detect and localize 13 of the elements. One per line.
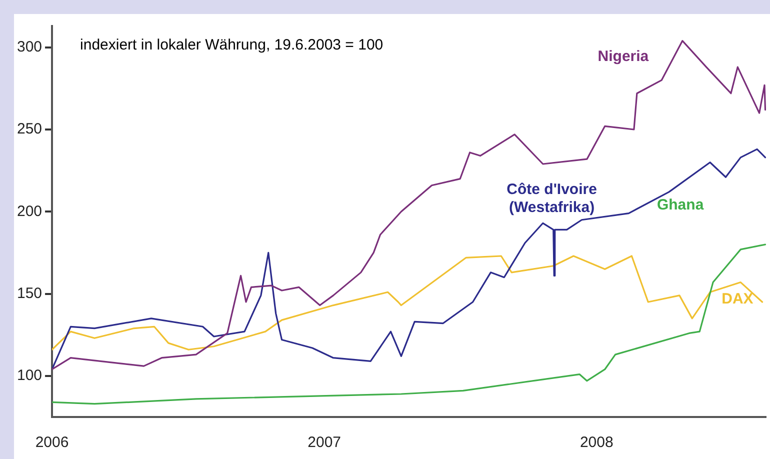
- text: Ghana: [656, 196, 704, 214]
- x-tick-label: 2008: [580, 434, 614, 452]
- y-tick-label: 100: [16, 367, 42, 384]
- annotation: indexiert in lokaler Währung, 19.6.2003 = 100: [80, 36, 384, 54]
- y-tick-label: 150: [16, 284, 42, 302]
- y-tick-label: 300: [16, 38, 42, 56]
- y-tick-label: 200: [16, 202, 42, 220]
- x-tick-label: 2007: [308, 434, 342, 452]
- x-tick-label: 2006: [35, 434, 69, 452]
- series-label: Nigeria: [598, 48, 650, 66]
- series-label: DAX: [722, 290, 754, 308]
- y-tick-label: 250: [16, 120, 42, 138]
- series-label: Côte d'Ivoire (Westafrika): [506, 181, 597, 216]
